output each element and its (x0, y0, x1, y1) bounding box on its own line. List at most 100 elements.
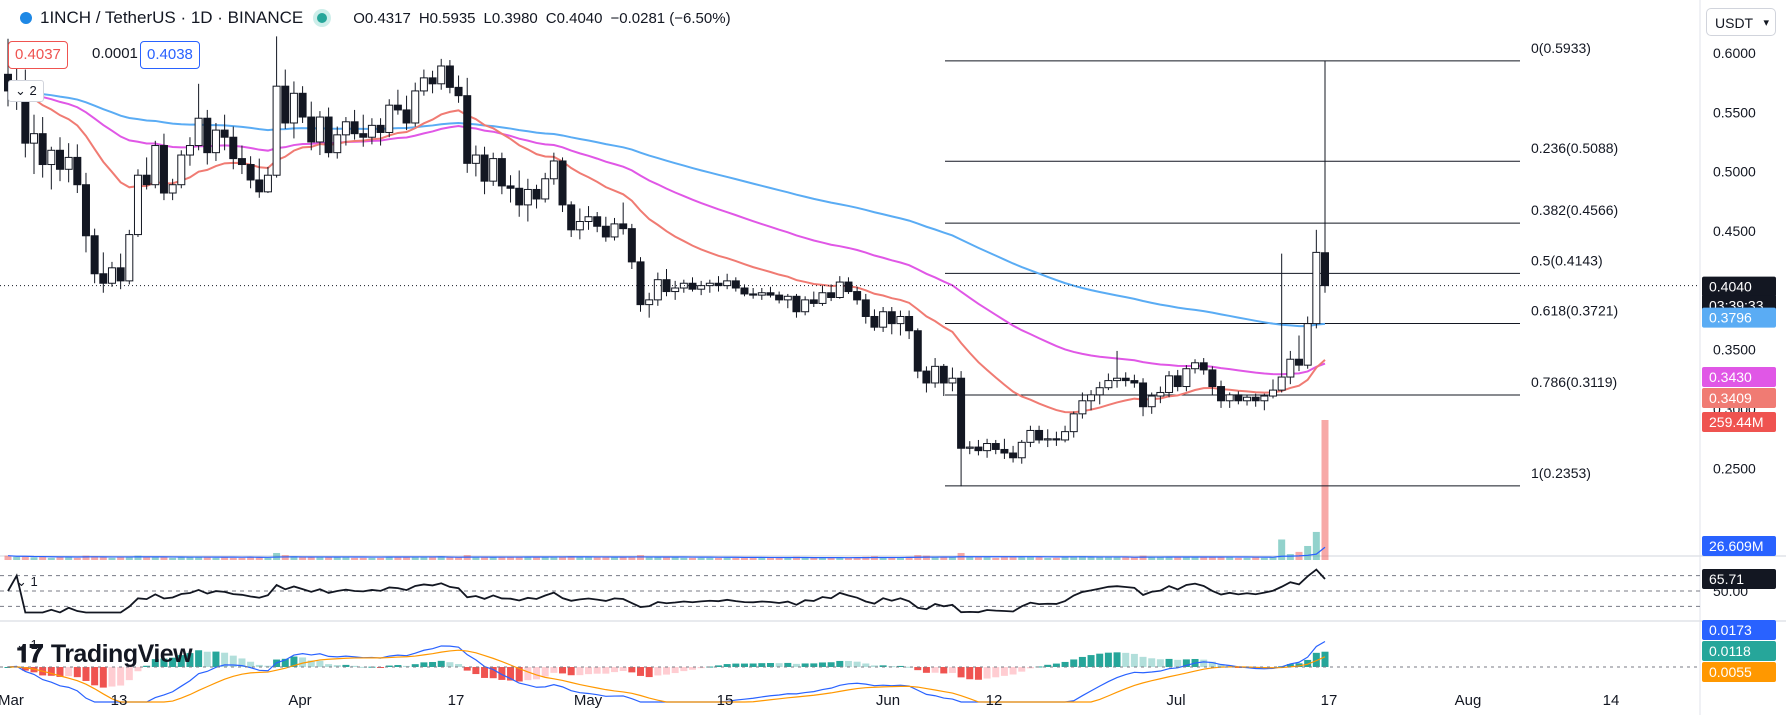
volume-bar (602, 557, 610, 560)
candle-body (411, 90, 420, 124)
candle-body (1104, 380, 1113, 389)
candle (263, 166, 272, 194)
price-axis-tick: 0.5000 (1713, 164, 1756, 180)
macd-histogram-bar (541, 667, 549, 677)
candle (913, 328, 922, 379)
volume-bar (394, 557, 402, 560)
market-status-icon[interactable] (317, 13, 328, 23)
candle-body (229, 136, 238, 160)
macd-histogram-bar (481, 667, 489, 678)
volume-bar (697, 557, 705, 560)
candle-body (948, 377, 957, 384)
volume-bar (1078, 556, 1086, 560)
candle-body (1208, 369, 1217, 388)
candle (1156, 386, 1165, 404)
candle (653, 272, 662, 306)
macd-histogram-bar (264, 665, 272, 667)
candle (1009, 445, 1018, 463)
volume-bar (931, 556, 939, 560)
volume-bar (1174, 557, 1182, 560)
candle-body (879, 311, 888, 328)
candle-body (454, 86, 463, 97)
volume-bar (169, 557, 177, 560)
candle-body (341, 121, 350, 136)
candle-body (974, 446, 983, 452)
candle-body (549, 160, 558, 180)
volume-bar (663, 557, 670, 560)
candle (619, 202, 628, 235)
macd-histogram-bar (342, 664, 350, 667)
volume-bar (134, 555, 142, 560)
ohlc-change: −0.0281 (−6.50%) (610, 9, 731, 27)
fib-level-label: 0(0.5933) (1531, 40, 1591, 56)
macd-histogram-bar (1113, 652, 1121, 667)
indicators-toggle[interactable]: ⌄ 2 (8, 80, 44, 102)
candle-body (289, 92, 298, 124)
volume-bar (1260, 557, 1268, 560)
macd-histogram-bar (1234, 667, 1242, 668)
candle-body (731, 280, 740, 289)
candle-body (809, 299, 818, 304)
ema-mid-line (7, 89, 1326, 376)
volume-bar (13, 556, 21, 560)
macd-histogram-bar (203, 651, 211, 667)
candle-body (246, 164, 255, 181)
macd-histogram-bar (784, 662, 792, 667)
macd-histogram-bar (325, 664, 333, 667)
ema-fast-badge: 0.3409 (1709, 390, 1752, 406)
tradingview-logo[interactable]: 𝟏𝟕 TradingView (16, 640, 193, 669)
macd-histogram-bar (463, 667, 471, 671)
candle (584, 206, 593, 230)
candle-body (575, 221, 584, 231)
volume-bar (1321, 420, 1329, 560)
ohlc-close: C0.4040 (545, 9, 603, 27)
macd-histogram-bar (359, 666, 367, 668)
macd-histogram-bar (714, 665, 722, 667)
candle (515, 170, 524, 217)
candle (714, 276, 723, 292)
macd-histogram-badge-bg (1702, 662, 1776, 682)
candle-body (489, 158, 498, 182)
macd-histogram-bar (732, 663, 740, 667)
candle (671, 280, 680, 300)
volume-bar (792, 556, 800, 560)
rsi-pane-toggle[interactable]: ⌄ 1 (10, 572, 44, 592)
candle (1260, 393, 1269, 411)
price-axis-tick: 0.6000 (1713, 45, 1756, 61)
candle (289, 81, 298, 139)
candle-body (671, 287, 680, 293)
macd-histogram-bar (177, 655, 185, 667)
volume-bar (758, 557, 766, 560)
symbol-title[interactable]: 1INCH / TetherUS · 1D · BINANCE (40, 8, 304, 27)
macd-histogram-bar (307, 660, 315, 667)
volume-bar (1304, 545, 1312, 560)
volume-bar (221, 557, 229, 560)
sell-price-button[interactable]: 0.4037 (8, 41, 68, 69)
candle (879, 306, 888, 332)
buy-price-button[interactable]: 0.4038 (140, 41, 200, 69)
volume-bar (524, 557, 532, 560)
ohlc-high: H0.5935 (418, 9, 476, 27)
macd-histogram-bar (602, 667, 610, 674)
macd-histogram-bar (21, 667, 29, 671)
macd-histogram-bar (1182, 659, 1190, 667)
macd-value-badge-bg (1702, 620, 1776, 640)
macd-pane-toggle[interactable]: ⌄ 1 (10, 635, 44, 655)
candle-body (38, 133, 47, 166)
volume-bar (1217, 556, 1225, 560)
candle-body (870, 315, 879, 328)
candle-body (1043, 438, 1052, 441)
volume-bar (316, 556, 324, 560)
currency-select[interactable]: USDT ▾ (1706, 8, 1776, 36)
macd-signal-badge-bg (1702, 641, 1776, 661)
volume-bar (576, 557, 584, 560)
candle (333, 126, 342, 159)
candle-body (1260, 395, 1269, 402)
volume-bar (1018, 557, 1026, 560)
candle (307, 101, 316, 151)
macd-histogram-bar (827, 662, 835, 667)
candle (107, 261, 116, 287)
indicator-count: 2 (29, 83, 37, 98)
candle-body (1277, 376, 1286, 391)
